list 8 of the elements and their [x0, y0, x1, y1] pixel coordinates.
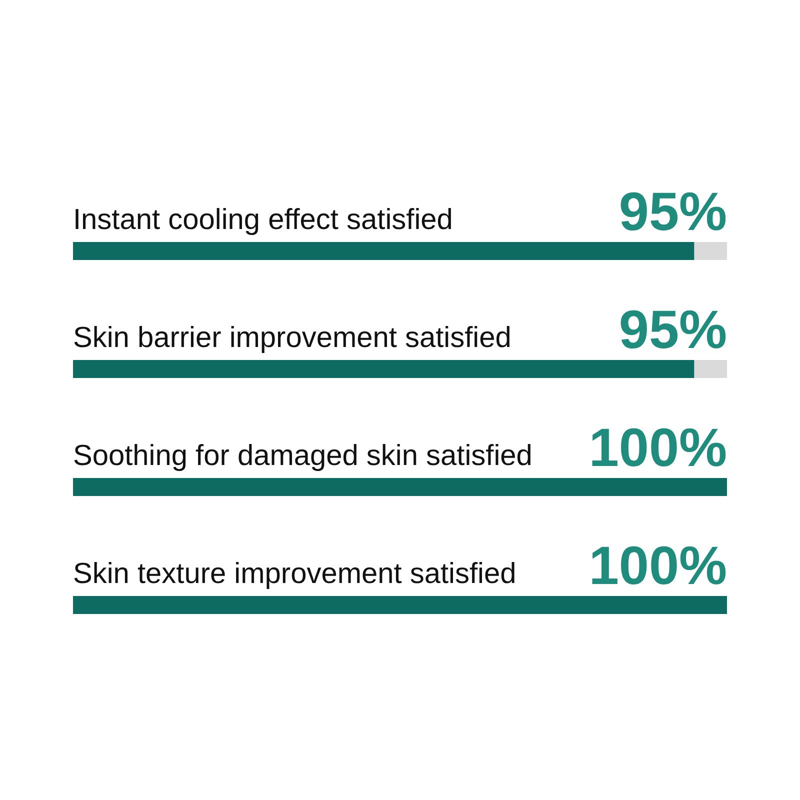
data-label: 100% [588, 418, 727, 478]
y-tick-label: Soothing for damaged skin satisfied [73, 440, 532, 472]
y-tick-label: Skin texture improvement satisfied [73, 558, 516, 590]
y-tick-label: Instant cooling effect satisfied [73, 204, 453, 236]
data-label: 95% [618, 300, 727, 360]
y-tick-label: Skin barrier improvement satisfied [73, 322, 512, 354]
data-label: 100% [588, 536, 727, 596]
data-label: 95% [618, 182, 727, 242]
